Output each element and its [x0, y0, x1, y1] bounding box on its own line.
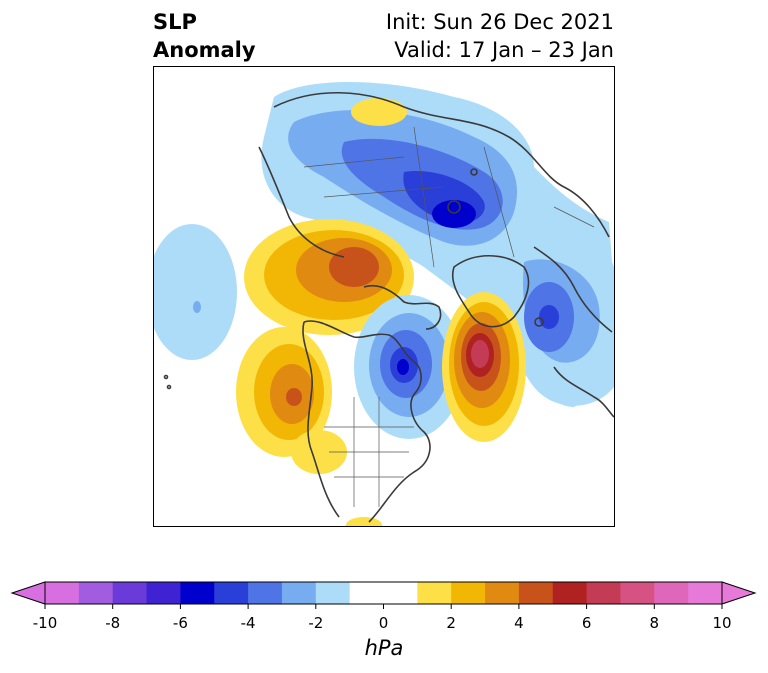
colorbar-extend-high [721, 581, 757, 605]
anomaly-map [154, 82, 614, 526]
neg-anomaly-europe-core [539, 305, 559, 329]
colorbar-segment [281, 582, 317, 604]
colorbar-tick-label: -6 [172, 614, 188, 632]
colorbar-segment [552, 582, 588, 604]
colorbar-unit: hPa [364, 636, 404, 660]
colorbar-segment [180, 582, 215, 604]
colorbar-tick-label: 6 [581, 614, 592, 632]
colorbar-tick-label: 4 [514, 614, 524, 632]
colorbar-tick-label: 10 [712, 614, 732, 632]
neg-anomaly-central-pacific [154, 224, 237, 360]
colorbar-segment [654, 582, 689, 604]
colorbar [10, 581, 757, 609]
colorbar-segment [586, 582, 621, 604]
colorbar-extend-low [10, 581, 46, 605]
colorbar-tick-label: 2 [446, 614, 456, 632]
title-variable: SLP [153, 10, 197, 34]
map-panel [153, 66, 615, 527]
title-quantity: Anomaly [153, 38, 256, 62]
colorbar-segment [146, 582, 181, 604]
colorbar-segment [383, 582, 418, 604]
pos-anomaly-pacific-core [286, 388, 302, 406]
valid-range: Valid: 17 Jan – 23 Jan [394, 38, 614, 62]
colorbar-tick-label: -2 [308, 614, 324, 632]
neg-anomaly-arctic-core2 [432, 200, 476, 228]
init-date: Init: Sun 26 Dec 2021 [385, 10, 614, 34]
colorbar-tick-label: -10 [32, 614, 58, 632]
pos-anomaly-south-small [346, 517, 382, 526]
colorbar-segment [214, 582, 249, 604]
coastlines [163, 91, 614, 523]
map-title-left: SLP Anomaly [153, 8, 256, 64]
map-title-right: Init: Sun 26 Dec 2021 Valid: 17 Jan – 23… [386, 8, 614, 64]
pos-anomaly-alaska-core [329, 247, 379, 287]
colorbar-segment [451, 582, 486, 604]
colorbar-segment [112, 582, 148, 604]
colorbar-segment [688, 582, 723, 604]
pos-anomaly-west-us [291, 430, 347, 474]
colorbar-segment [248, 582, 283, 604]
colorbar-segment [349, 582, 384, 604]
pos-anomaly-atlantic-core [471, 340, 489, 368]
colorbar-segment [485, 582, 520, 604]
colorbar-segment [417, 582, 452, 604]
pos-anomaly-arctic-small [351, 98, 407, 126]
neg-anomaly-hudson-core [397, 359, 409, 375]
colorbar-segment [78, 582, 114, 604]
colorbar-segment [315, 582, 351, 604]
colorbar-segment [518, 582, 554, 604]
neg-anomaly-central-pacific-core [193, 301, 201, 313]
political-borders [303, 126, 595, 507]
colorbar-segment [45, 582, 80, 604]
colorbar-tick-label: -4 [240, 614, 256, 632]
colorbar-tick-label: 8 [649, 614, 660, 632]
colorbar-segment [620, 582, 655, 604]
colorbar-tick-label: 0 [378, 614, 389, 632]
colorbar-tick-label: -8 [105, 614, 121, 632]
